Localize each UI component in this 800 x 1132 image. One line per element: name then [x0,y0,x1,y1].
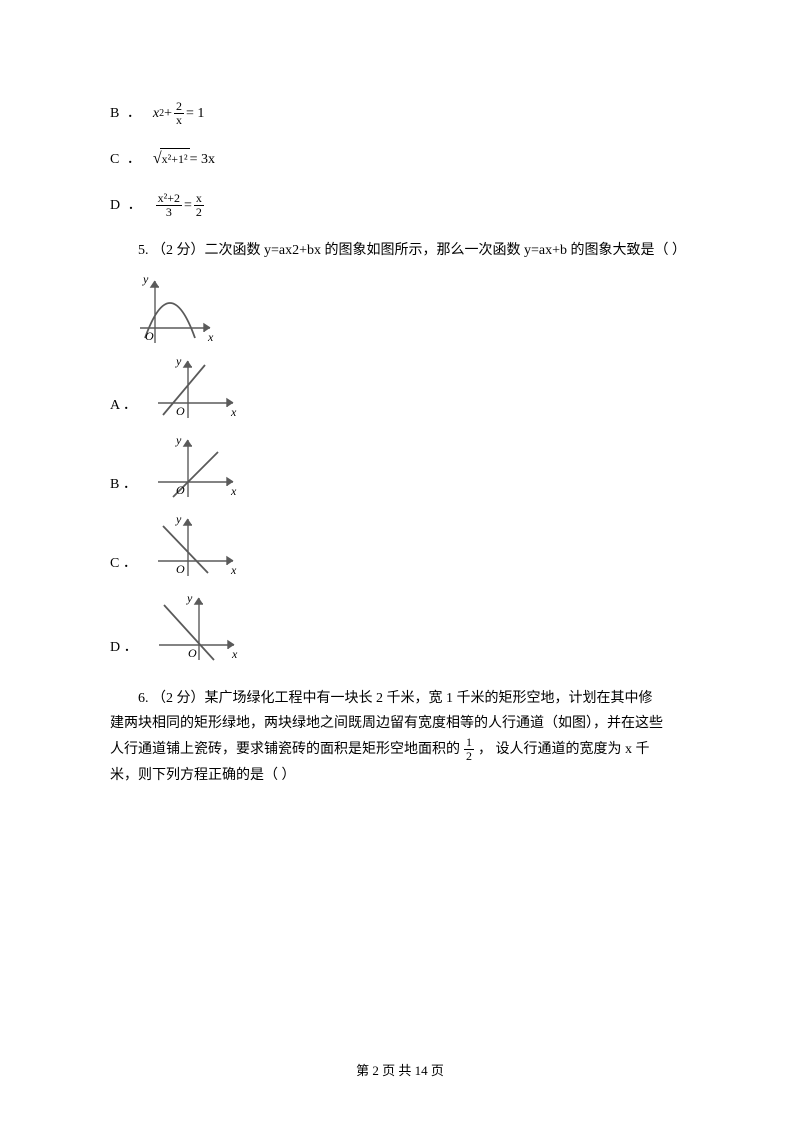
option-label: B ． [110,101,143,126]
svg-text:O: O [188,646,197,660]
formula-d: x²+23 = x2 [154,192,206,219]
svg-text:y: y [175,512,182,526]
prev-option-c: C ． x²+1² = 3x [110,145,690,174]
q5-main-graph: y x O [130,273,690,353]
option-label: C ． [110,147,143,172]
page-footer: 第 2 页 共 14 页 [0,1059,800,1082]
q6-block: 6. （2 分）某广场绿化工程中有一块长 2 千米，宽 1 千米的矩形空地，计划… [110,686,690,789]
svg-text:y: y [175,433,182,447]
svg-text:y: y [142,273,149,286]
svg-text:x: x [230,484,237,498]
line-graph-c: y x O [143,511,243,586]
svg-text:O: O [176,483,185,497]
q5-text: 5. （2 分）二次函数 y=ax2+bx 的图象如图所示，那么一次函数 y=a… [110,238,690,263]
line-graph-d: y x O [144,590,244,670]
q5-choice-c: C ． y x O [110,511,690,586]
q6-line3: 人行通道铺上瓷砖，要求铺瓷砖的面积是矩形空地面积的 12 ， 设人行通道的宽度为… [110,736,690,763]
svg-text:x: x [230,405,237,419]
q5-choice-b: B ． y x O [110,432,690,507]
choice-label: D ． [110,635,138,670]
svg-text:O: O [176,404,185,418]
prev-option-d: D ． x²+23 = x2 [110,192,690,219]
svg-text:y: y [175,354,182,368]
svg-text:O: O [176,562,185,576]
parabola-graph: y x O [130,273,220,353]
choice-label: C ． [110,551,137,586]
q6-line2: 建两块相同的矩形绿地，两块绿地之间既周边留有宽度相等的人行通道（如图），并在这些 [110,711,690,736]
q6-line1: 6. （2 分）某广场绿化工程中有一块长 2 千米，宽 1 千米的矩形空地，计划… [110,686,690,711]
option-label: D ． [110,193,144,218]
line-graph-b: y x O [143,432,243,507]
svg-text:x: x [207,330,214,344]
svg-text:x: x [231,647,238,661]
choice-label: B ． [110,472,137,507]
svg-text:y: y [186,591,193,605]
prev-option-b: B ． x2+ 2x = 1 [110,100,690,127]
q5-choice-d: D ． y x O [110,590,690,670]
q6-line4: 米，则下列方程正确的是（ ） [110,763,690,788]
choice-label: A ． [110,393,137,428]
q5-choice-a: A ． y x O [110,353,690,428]
formula-b: x2+ 2x = 1 [153,100,205,127]
svg-text:x: x [230,563,237,577]
formula-c: x²+1² = 3x [153,145,215,174]
svg-text:O: O [145,329,154,343]
line-graph-a: y x O [143,353,243,428]
